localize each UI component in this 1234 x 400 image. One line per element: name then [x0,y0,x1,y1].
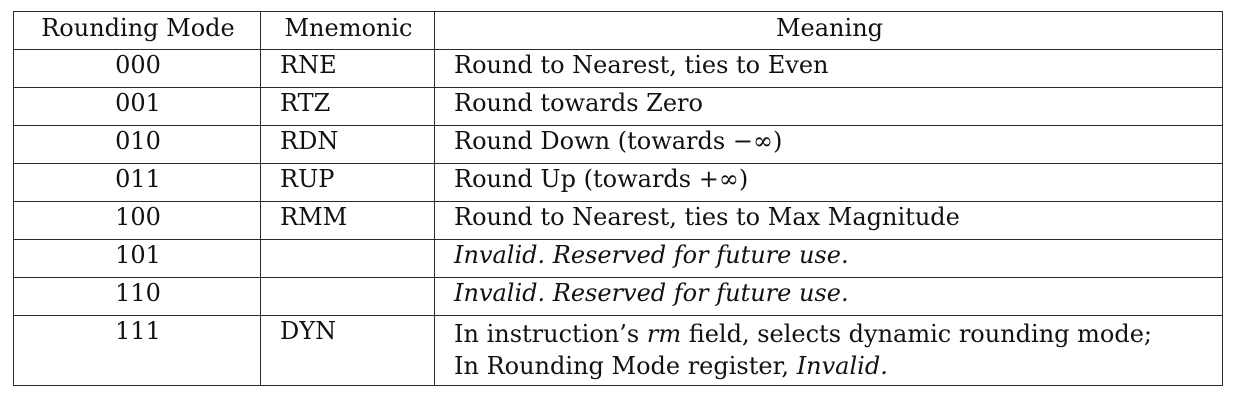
mnemonic-cell: RNE [260,49,435,88]
table-row: 101 Invalid. Reserved for future use. [13,239,1223,278]
table-row: 011 RUP Round Up (towards +∞) [13,163,1223,202]
mnemonic-cell: RDN [260,125,435,164]
table-row: 010 RDN Round Down (towards −∞) [13,125,1223,164]
mnemonic-cell [260,239,435,278]
meaning-cell: Round towards Zero [434,87,1223,126]
meaning-cell: Round to Nearest, ties to Max Magnitude [434,201,1223,240]
mnemonic-cell: RTZ [260,87,435,126]
meaning-text: In Rounding Mode register, [454,352,797,380]
meaning-emphasis: rm [646,320,682,348]
mode-cell: 011 [13,163,261,202]
meaning-cell: Invalid. Reserved for future use. [434,239,1223,278]
table-row: 111 DYN In instruction’s rm field, selec… [13,315,1223,386]
meaning-line-1: In instruction’s rm field, selects dynam… [454,318,1214,350]
table-row: 100 RMM Round to Nearest, ties to Max Ma… [13,201,1223,240]
meaning-text: field, selects dynamic rounding mode; [681,320,1153,348]
header-mnemonic: Mnemonic [260,11,435,50]
meaning-text: In instruction’s [454,320,647,348]
mode-cell: 000 [13,49,261,88]
mnemonic-cell [260,277,435,316]
table-row: 001 RTZ Round towards Zero [13,87,1223,126]
meaning-cell: In instruction’s rm field, selects dynam… [434,315,1223,386]
mnemonic-cell: DYN [260,315,435,386]
mode-cell: 111 [13,315,261,386]
mode-cell: 010 [13,125,261,164]
header-rounding-mode: Rounding Mode [13,11,261,50]
header-meaning: Meaning [434,11,1223,50]
table-row: 110 Invalid. Reserved for future use. [13,277,1223,316]
mode-cell: 101 [13,239,261,278]
table-row: 000 RNE Round to Nearest, ties to Even [13,49,1223,88]
mode-cell: 001 [13,87,261,126]
mode-cell: 110 [13,277,261,316]
mode-cell: 100 [13,201,261,240]
meaning-cell: Round Down (towards −∞) [434,125,1223,164]
mnemonic-cell: RUP [260,163,435,202]
meaning-cell: Invalid. Reserved for future use. [434,277,1223,316]
rounding-mode-table: Rounding Mode Mnemonic Meaning 000 RNE R… [13,11,1223,386]
meaning-line-2: In Rounding Mode register, Invalid. [454,350,1214,382]
mnemonic-cell: RMM [260,201,435,240]
header-row: Rounding Mode Mnemonic Meaning [13,11,1223,50]
meaning-emphasis: Invalid. [796,352,888,380]
meaning-cell: Round to Nearest, ties to Even [434,49,1223,88]
meaning-cell: Round Up (towards +∞) [434,163,1223,202]
